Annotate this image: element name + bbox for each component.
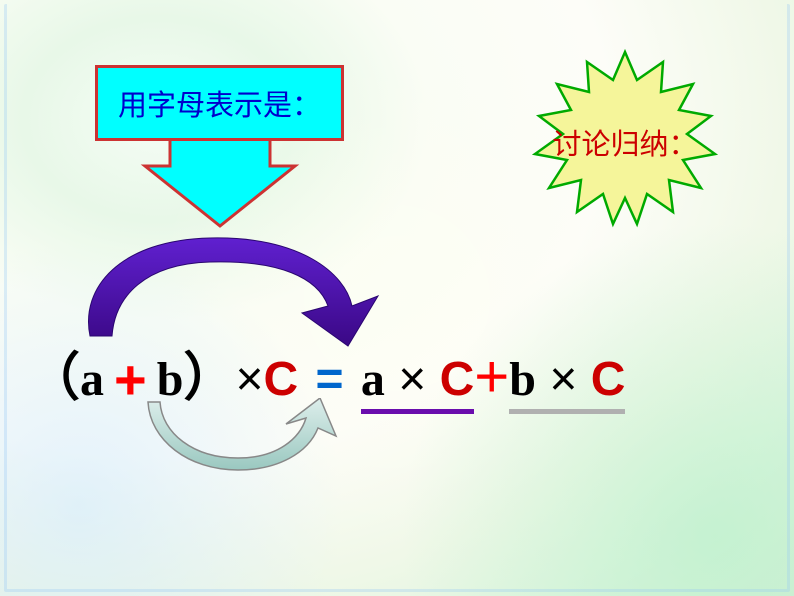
- formula-term-1: a × C: [361, 352, 474, 414]
- starburst: 讨论归纳：: [515, 44, 735, 239]
- formula-var-b: b: [157, 352, 184, 407]
- formula-times-1: ×: [235, 352, 263, 407]
- formula-var-a: a: [80, 352, 104, 407]
- paren-open: （: [28, 335, 80, 410]
- formula-var-a2: a: [361, 353, 385, 406]
- formula-times-3: ×: [549, 353, 577, 406]
- formula-c-2: C: [440, 353, 475, 406]
- formula: （ a + b ） × C = a × C + b × C: [28, 335, 625, 414]
- callout-group: 用字母表示是：: [95, 65, 344, 141]
- formula-times-2: ×: [398, 353, 426, 406]
- callout-text: 用字母表示是：: [118, 90, 321, 122]
- paren-close: ）: [183, 335, 235, 410]
- curved-arrow-top: [60, 228, 390, 348]
- formula-equals: =: [315, 352, 343, 407]
- callout-box: 用字母表示是：: [95, 65, 344, 141]
- formula-c-1: C: [263, 352, 298, 407]
- formula-term-2: b × C: [509, 352, 625, 414]
- formula-var-b2: b: [509, 353, 536, 406]
- formula-c-3: C: [591, 353, 626, 406]
- formula-plus-right: +: [474, 342, 509, 411]
- formula-plus-left: +: [114, 347, 147, 412]
- starburst-text: 讨论归纳：: [552, 121, 697, 163]
